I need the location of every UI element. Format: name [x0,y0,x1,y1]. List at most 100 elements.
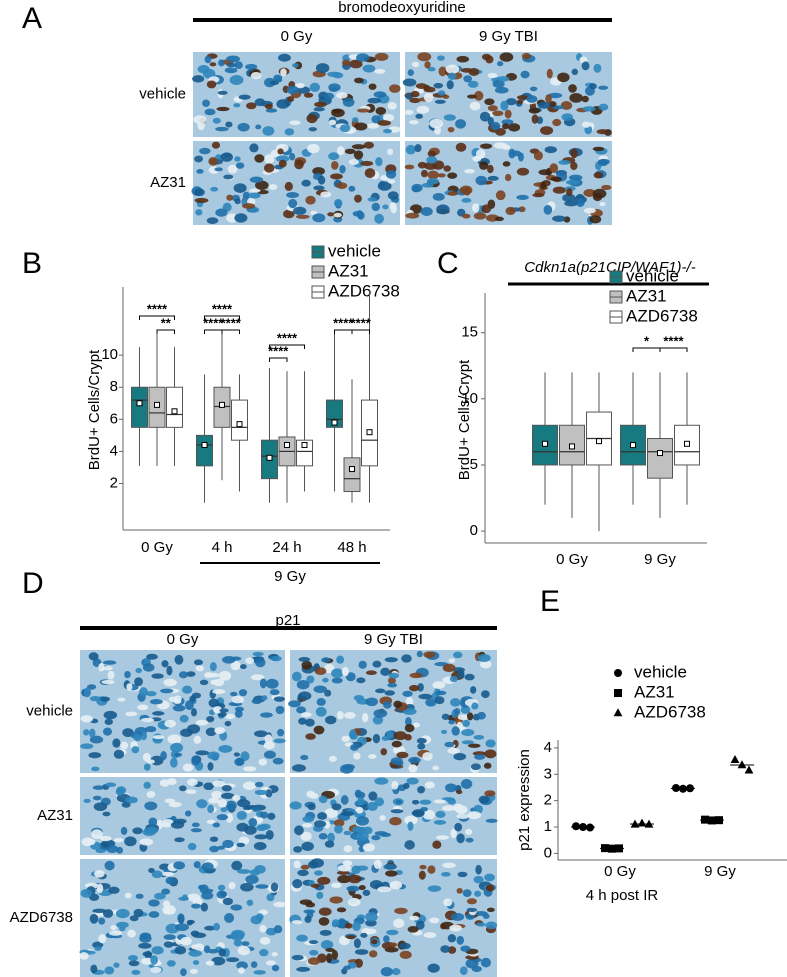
nucleus [96,883,104,894]
nucleus [409,915,420,921]
nucleus [453,752,467,761]
nucleus [456,887,463,894]
nucleus [380,967,393,977]
nucleus [505,206,516,216]
nucleus [344,711,356,719]
x-tick-label: 4 h [212,539,233,556]
nucleus [339,124,351,133]
nucleus [298,717,307,725]
nucleus [373,859,382,870]
nucleus [419,799,432,805]
legend-label: AZD6738 [634,702,706,721]
nucleus [242,781,257,791]
nucleus [315,706,327,717]
nucleus [300,712,312,718]
nucleus [320,191,332,198]
nucleus [532,193,545,198]
nucleus [576,198,585,207]
nucleus [404,815,418,825]
nucleus [258,758,267,766]
nucleus [249,143,259,153]
nucleus [302,815,314,823]
nucleus [295,82,306,89]
nucleus [486,164,494,174]
nucleus [220,807,228,813]
nucleus [516,95,529,100]
nucleus [494,216,504,222]
nucleus [500,100,509,111]
nucleus [435,690,447,696]
nucleus [393,918,405,929]
nucleus [191,822,200,828]
nucleus [218,670,232,681]
nucleus [593,63,602,73]
y-tick-label: 0 [544,844,552,861]
nucleus [562,193,576,203]
nucleus [365,911,378,922]
panel-letter: A [22,2,42,35]
nucleus [502,144,511,150]
nucleus [255,180,269,190]
nucleus [589,83,597,90]
nucleus [352,117,359,123]
nucleus [447,934,457,943]
nucleus [254,834,268,840]
nucleus [357,108,370,113]
nucleus [222,655,236,664]
nucleus [243,766,257,772]
nucleus [217,798,228,808]
row-label: AZ31 [150,174,186,191]
nucleus [549,163,559,174]
nucleus [254,781,264,788]
box [647,438,673,479]
nucleus [353,938,361,949]
mean-marker [171,408,178,415]
nucleus [340,795,349,805]
y-tick-label: 10 [461,390,478,407]
y-axis-label: BrdU+ Cells/Crypt [86,349,103,470]
nucleus [242,203,256,209]
nucleus [485,818,498,823]
nucleus [148,817,158,827]
nucleus [104,860,115,871]
nucleus [211,790,223,799]
nucleus [151,673,164,679]
y-tick-label: 1 [544,818,552,835]
nucleus [234,156,241,162]
nucleus [404,164,415,170]
nucleus [280,68,287,77]
nucleus [581,95,589,103]
nucleus [163,934,176,940]
nucleus [250,71,262,80]
nucleus [566,188,573,196]
nucleus [329,896,343,904]
significance-label: **** [147,301,168,316]
nucleus [375,688,386,694]
nucleus [456,789,463,795]
nucleus [471,965,482,973]
nucleus [528,107,541,114]
nucleus [278,159,287,168]
nucleus [273,901,287,908]
nucleus [383,701,392,709]
nucleus [331,950,339,960]
nucleus [336,92,348,99]
nucleus [371,939,378,945]
nucleus [407,69,414,76]
nucleus [215,208,228,217]
nucleus [216,814,229,821]
nucleus [291,954,304,961]
nucleus [387,191,399,200]
significance-bracket [334,329,353,334]
nucleus [269,80,280,86]
nucleus [205,960,215,966]
nucleus [238,836,250,845]
nucleus [415,83,428,90]
nucleus [309,949,319,956]
nucleus [483,762,492,769]
nucleus [225,813,234,823]
nucleus [328,83,341,92]
mean-marker [569,443,575,450]
nucleus [187,919,195,925]
nucleus [540,126,554,135]
